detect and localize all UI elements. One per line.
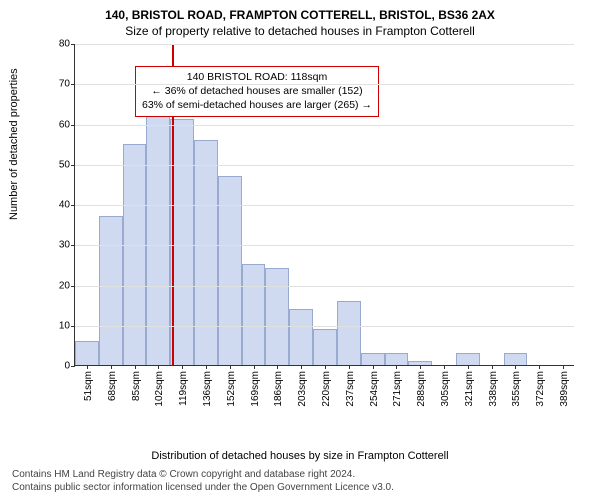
gridline bbox=[75, 84, 574, 85]
xtick-label: 85sqm bbox=[131, 365, 142, 401]
histogram-bar bbox=[385, 353, 409, 365]
ytick-label: 10 bbox=[59, 320, 75, 331]
xtick-label: 288sqm bbox=[416, 365, 427, 407]
xtick-label: 305sqm bbox=[440, 365, 451, 407]
gridline bbox=[75, 245, 574, 246]
xtick-label: 152sqm bbox=[226, 365, 237, 407]
histogram-bar bbox=[170, 119, 194, 365]
xtick-label: 102sqm bbox=[154, 365, 165, 407]
plot-region: 140 BRISTOL ROAD: 118sqm← 36% of detache… bbox=[74, 44, 574, 366]
ytick-label: 60 bbox=[59, 119, 75, 130]
histogram-bar bbox=[146, 111, 170, 365]
xtick-label: 68sqm bbox=[107, 365, 118, 401]
footer-line-1: Contains HM Land Registry data © Crown c… bbox=[12, 468, 600, 481]
histogram-bar bbox=[75, 341, 99, 365]
ytick-label: 30 bbox=[59, 240, 75, 251]
histogram-bar bbox=[289, 309, 313, 365]
xtick-label: 237sqm bbox=[345, 365, 356, 407]
xtick-label: 136sqm bbox=[202, 365, 213, 407]
histogram-bar bbox=[456, 353, 480, 365]
xtick-label: 203sqm bbox=[297, 365, 308, 407]
x-axis-label: Distribution of detached houses by size … bbox=[0, 450, 600, 462]
ytick-label: 50 bbox=[59, 159, 75, 170]
histogram-bar bbox=[313, 329, 337, 365]
histogram-bar bbox=[123, 144, 147, 365]
histogram-bar bbox=[194, 140, 218, 365]
xtick-label: 338sqm bbox=[488, 365, 499, 407]
ytick-label: 0 bbox=[64, 361, 75, 372]
annotation-line: 63% of semi-detached houses are larger (… bbox=[142, 98, 372, 112]
title-line-2: Size of property relative to detached ho… bbox=[0, 22, 600, 42]
ytick-label: 20 bbox=[59, 280, 75, 291]
gridline bbox=[75, 44, 574, 45]
histogram-bar bbox=[265, 268, 289, 365]
histogram-bar bbox=[337, 301, 361, 365]
xtick-label: 321sqm bbox=[464, 365, 475, 407]
histogram-bar bbox=[504, 353, 528, 365]
gridline bbox=[75, 165, 574, 166]
gridline bbox=[75, 326, 574, 327]
xtick-label: 169sqm bbox=[250, 365, 261, 407]
ytick-label: 70 bbox=[59, 79, 75, 90]
ytick-label: 40 bbox=[59, 200, 75, 211]
xtick-label: 119sqm bbox=[178, 365, 189, 406]
gridline bbox=[75, 125, 574, 126]
xtick-label: 271sqm bbox=[392, 365, 403, 407]
xtick-label: 220sqm bbox=[321, 365, 332, 407]
footer-attribution: Contains HM Land Registry data © Crown c… bbox=[0, 468, 600, 494]
y-axis-label: Number of detached properties bbox=[8, 68, 20, 220]
annotation-line: ← 36% of detached houses are smaller (15… bbox=[142, 84, 372, 98]
histogram-bar bbox=[99, 216, 123, 365]
histogram-bar bbox=[361, 353, 385, 365]
ytick-label: 80 bbox=[59, 39, 75, 50]
chart-area: 140 BRISTOL ROAD: 118sqm← 36% of detache… bbox=[50, 44, 580, 404]
xtick-label: 51sqm bbox=[83, 365, 94, 401]
xtick-label: 254sqm bbox=[369, 365, 380, 407]
histogram-bar bbox=[242, 264, 266, 365]
xtick-label: 372sqm bbox=[535, 365, 546, 407]
gridline bbox=[75, 286, 574, 287]
footer-line-2: Contains public sector information licen… bbox=[12, 481, 600, 494]
annotation-box: 140 BRISTOL ROAD: 118sqm← 36% of detache… bbox=[135, 66, 379, 117]
annotation-line: 140 BRISTOL ROAD: 118sqm bbox=[142, 70, 372, 84]
xtick-label: 355sqm bbox=[511, 365, 522, 407]
gridline bbox=[75, 205, 574, 206]
xtick-label: 186sqm bbox=[273, 365, 284, 407]
xtick-label: 389sqm bbox=[559, 365, 570, 407]
title-line-1: 140, BRISTOL ROAD, FRAMPTON COTTERELL, B… bbox=[0, 0, 600, 22]
